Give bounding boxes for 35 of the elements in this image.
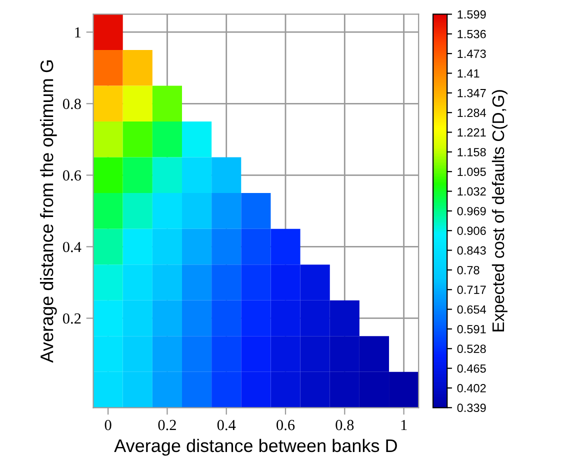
- color-bar-label: 0.339: [457, 404, 486, 412]
- color-bar-label: 0.843: [457, 246, 486, 255]
- x-tick-label: 0.6: [276, 420, 295, 430]
- x-axis-title: Average distance between banks D: [114, 438, 397, 456]
- y-tick-label: 0.6: [62, 170, 82, 181]
- color-bar-label: 1.095: [458, 168, 486, 176]
- color-bar-label: 1.347: [458, 88, 486, 98]
- color-bar-label: 0.78: [457, 266, 480, 274]
- color-bar-label: 0.969: [457, 206, 486, 216]
- color-bar-label: 0.402: [457, 384, 486, 392]
- color-bar-label: 1.158: [458, 148, 486, 156]
- y-tick-label: 0.8: [62, 98, 81, 110]
- color-bar-label: 1.032: [458, 187, 486, 196]
- color-bar-label: 1.599: [458, 10, 486, 19]
- x-tick-label: 0: [104, 420, 112, 430]
- x-tick-label: 0.2: [158, 420, 176, 430]
- color-bar-label: 0.654: [457, 305, 486, 314]
- x-tick-label: 1: [401, 420, 407, 430]
- color-bar-label: 0.906: [457, 226, 486, 235]
- color-bar-label: 0.465: [457, 364, 486, 373]
- color-bar-label: 1.41: [458, 69, 480, 78]
- y-tick-label: 1: [75, 27, 81, 38]
- color-bar-label: 1.284: [458, 108, 486, 117]
- x-tick-label: 0.8: [336, 420, 354, 430]
- y-tick-label: 0.2: [62, 313, 81, 324]
- y-axis-title: Average distance from the optimum G: [40, 60, 57, 363]
- color-bar-label: 0.591: [457, 324, 486, 334]
- x-tick-label: 0.4: [217, 420, 236, 430]
- color-bar-label: 1.221: [458, 128, 486, 137]
- color-bar-label: 0.717: [457, 286, 486, 294]
- color-bar-label: 1.473: [458, 50, 486, 58]
- color-bar-label: 1.536: [458, 30, 486, 38]
- color-bar-title: Expected cost of defaults C(D,G): [492, 90, 508, 332]
- color-bar-label: 0.528: [457, 344, 486, 354]
- y-tick-label: 0.4: [62, 242, 82, 252]
